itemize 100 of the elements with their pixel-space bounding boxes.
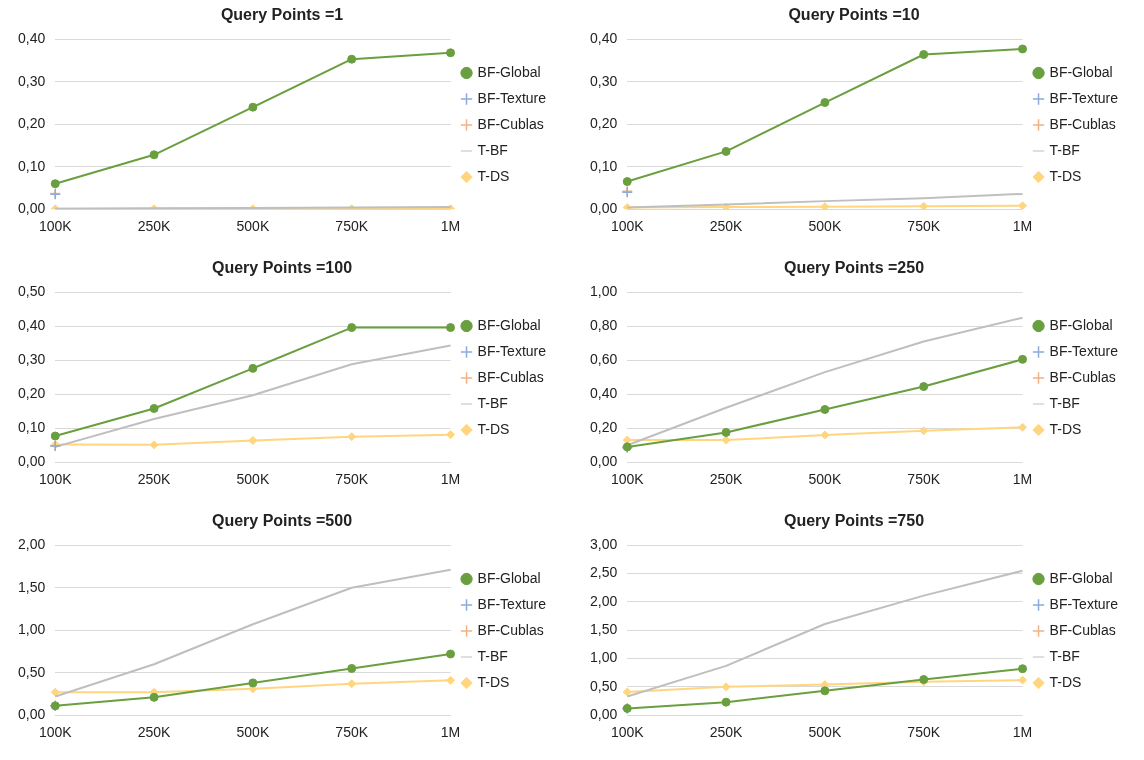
y-tick-label: 1,00: [590, 649, 618, 666]
chart-title: Query Points =10: [788, 6, 920, 24]
y-tick-label: 0,50: [590, 677, 618, 694]
x-tick-label: 100K: [38, 724, 73, 741]
y-tick-label: 0,30: [18, 351, 46, 368]
chart-title: Query Points =1: [220, 6, 344, 24]
legend-label: BF-Cublas: [1049, 368, 1116, 385]
legend-label: BF-Global: [477, 316, 541, 333]
y-tick-label: 2,50: [590, 564, 618, 581]
y-tick-label: 0,10: [18, 157, 46, 174]
y-tick-label: 0,10: [18, 419, 46, 436]
y-tick-label: 0,00: [590, 200, 618, 217]
x-tick-label: 1M: [1012, 218, 1033, 235]
y-tick-label: 0,00: [590, 453, 618, 470]
y-tick-label: 0,20: [18, 115, 46, 132]
x-tick-label: 250K: [709, 471, 744, 488]
x-tick-label: 1M: [1012, 724, 1033, 741]
y-tick-label: 0,00: [18, 453, 46, 470]
x-tick-label: 500K: [236, 471, 270, 488]
y-tick-label: 2,00: [590, 592, 618, 609]
legend-label: BF-Global: [1049, 316, 1113, 333]
y-tick-label: 0,60: [590, 351, 618, 368]
y-tick-label: 0,20: [590, 419, 618, 436]
x-tick-label: 250K: [137, 218, 172, 235]
y-tick-label: 0,00: [18, 706, 46, 723]
x-tick-label: 250K: [709, 724, 744, 741]
legend-label: BF-Cublas: [477, 368, 544, 385]
legend-label: T-DS: [1049, 167, 1082, 184]
legend-label: T-DS: [1049, 420, 1082, 437]
chart-title: Query Points =100: [211, 259, 353, 277]
y-tick-label: 0,40: [590, 385, 618, 402]
x-tick-label: 1M: [1012, 471, 1033, 488]
legend-label: BF-Global: [1049, 63, 1113, 80]
y-tick-label: 1,50: [590, 621, 618, 638]
legend-label: T-DS: [477, 420, 510, 437]
x-tick-label: 1M: [440, 471, 461, 488]
legend-label: BF-Texture: [477, 595, 547, 612]
x-tick-label: 250K: [137, 724, 172, 741]
x-tick-label: 100K: [610, 724, 645, 741]
legend-label: BF-Texture: [1049, 89, 1119, 106]
x-tick-label: 750K: [335, 724, 369, 741]
legend-label: BF-Cublas: [477, 621, 544, 638]
y-tick-label: 0,50: [18, 663, 46, 680]
chart-title: Query Points =500: [211, 512, 353, 530]
x-tick-label: 100K: [38, 218, 73, 235]
legend-label: T-DS: [477, 673, 510, 690]
x-tick-label: 750K: [335, 471, 369, 488]
y-tick-label: 1,00: [590, 283, 618, 300]
x-tick-label: 750K: [335, 218, 369, 235]
legend-label: BF-Global: [477, 63, 541, 80]
legend-label: T-BF: [477, 394, 508, 411]
legend-label: T-BF: [1049, 394, 1080, 411]
legend-label: T-BF: [1049, 141, 1080, 158]
chart-title: Query Points =750: [783, 512, 925, 530]
x-tick-label: 500K: [236, 724, 270, 741]
legend-label: BF-Texture: [477, 89, 547, 106]
x-tick-label: 100K: [38, 471, 73, 488]
y-tick-label: 0,10: [590, 157, 618, 174]
x-tick-label: 1M: [440, 218, 461, 235]
x-tick-label: 250K: [709, 218, 744, 235]
y-tick-label: 0,40: [18, 317, 46, 334]
y-tick-label: 0,00: [18, 200, 46, 217]
x-tick-label: 100K: [610, 218, 645, 235]
x-tick-label: 750K: [907, 471, 941, 488]
legend-label: BF-Texture: [1049, 342, 1119, 359]
y-tick-label: 0,80: [590, 317, 618, 334]
legend-label: T-BF: [1049, 647, 1080, 664]
x-tick-label: 250K: [137, 471, 172, 488]
x-tick-label: 500K: [808, 724, 842, 741]
legend-label: BF-Cublas: [1049, 115, 1116, 132]
y-tick-label: 0,30: [18, 72, 46, 89]
legend-label: T-DS: [1049, 673, 1082, 690]
legend-label: BF-Cublas: [1049, 621, 1116, 638]
y-tick-label: 0,20: [590, 115, 618, 132]
legend-label: BF-Texture: [477, 342, 547, 359]
legend-label: BF-Global: [477, 569, 541, 586]
x-tick-label: 750K: [907, 218, 941, 235]
x-tick-label: 500K: [808, 471, 842, 488]
y-tick-label: 3,00: [590, 536, 618, 553]
y-tick-label: 0,20: [18, 385, 46, 402]
y-tick-label: 2,00: [18, 536, 46, 553]
y-tick-label: 0,40: [590, 30, 618, 47]
x-tick-label: 500K: [808, 218, 842, 235]
y-tick-label: 0,00: [590, 706, 618, 723]
x-tick-label: 100K: [610, 471, 645, 488]
legend-label: T-DS: [477, 167, 510, 184]
y-tick-label: 1,00: [18, 621, 46, 638]
x-tick-label: 1M: [440, 724, 461, 741]
chart-title: Query Points =250: [783, 259, 925, 277]
legend-label: T-BF: [477, 647, 508, 664]
y-tick-label: 0,40: [18, 30, 46, 47]
y-tick-label: 1,50: [18, 578, 46, 595]
y-tick-label: 0,30: [590, 72, 618, 89]
y-tick-label: 0,50: [18, 283, 46, 300]
legend-label: BF-Cublas: [477, 115, 544, 132]
legend-label: BF-Texture: [1049, 595, 1119, 612]
x-tick-label: 750K: [907, 724, 941, 741]
legend-label: T-BF: [477, 141, 508, 158]
legend-label: BF-Global: [1049, 569, 1113, 586]
x-tick-label: 500K: [236, 218, 270, 235]
